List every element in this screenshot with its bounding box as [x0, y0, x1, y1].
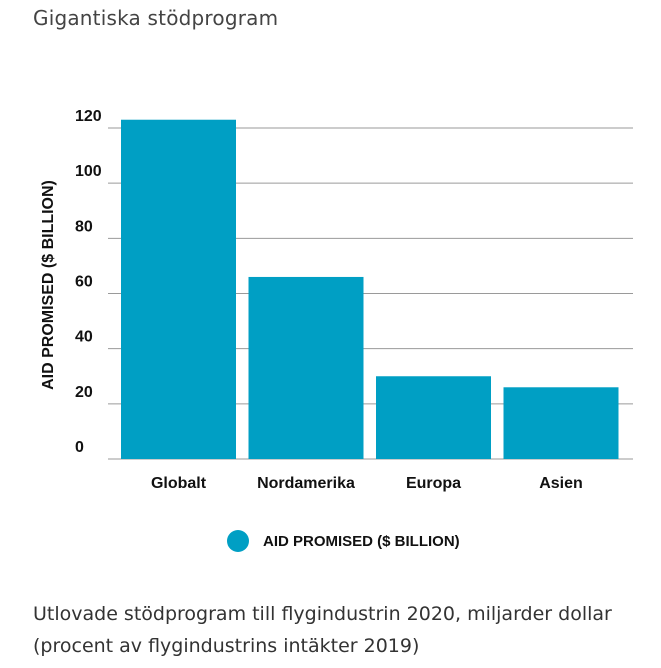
legend: AID PROMISED ($ BILLION) [227, 530, 460, 552]
y-tick-label: 60 [75, 274, 93, 291]
y-axis-ticks: 0 20 40 60 80 100 120 [75, 108, 102, 456]
x-tick-label: Europa [406, 475, 461, 492]
bar-europa [376, 376, 491, 459]
bar-globalt [121, 119, 236, 459]
bar-asien [503, 387, 619, 459]
y-axis-label: AID PROMISED ($ BILLION) [40, 180, 57, 390]
x-tick-label: Asien [539, 475, 583, 492]
y-tick-label: 120 [75, 108, 102, 125]
x-tick-label: Globalt [151, 475, 207, 492]
y-tick-label: 100 [75, 163, 102, 180]
bar-nordamerika [248, 276, 364, 459]
bars [121, 119, 619, 459]
legend-label: AID PROMISED ($ BILLION) [263, 532, 460, 550]
x-axis-ticks: Globalt Nordamerika Europa Asien [151, 475, 583, 492]
y-tick-label: 80 [75, 218, 93, 235]
y-tick-label: 40 [75, 329, 93, 346]
bar-chart: 0 20 40 60 80 100 120 Globalt Nordamerika Europa… [40, 108, 633, 492]
y-tick-label: 0 [75, 439, 84, 456]
chart-title: Gigantiska stödprogram [33, 6, 279, 30]
chart-caption: Utlovade stödprogram till flygindustrin … [33, 603, 612, 657]
legend-swatch [227, 530, 249, 552]
y-tick-label: 20 [75, 384, 93, 401]
x-tick-label: Nordamerika [257, 475, 355, 492]
